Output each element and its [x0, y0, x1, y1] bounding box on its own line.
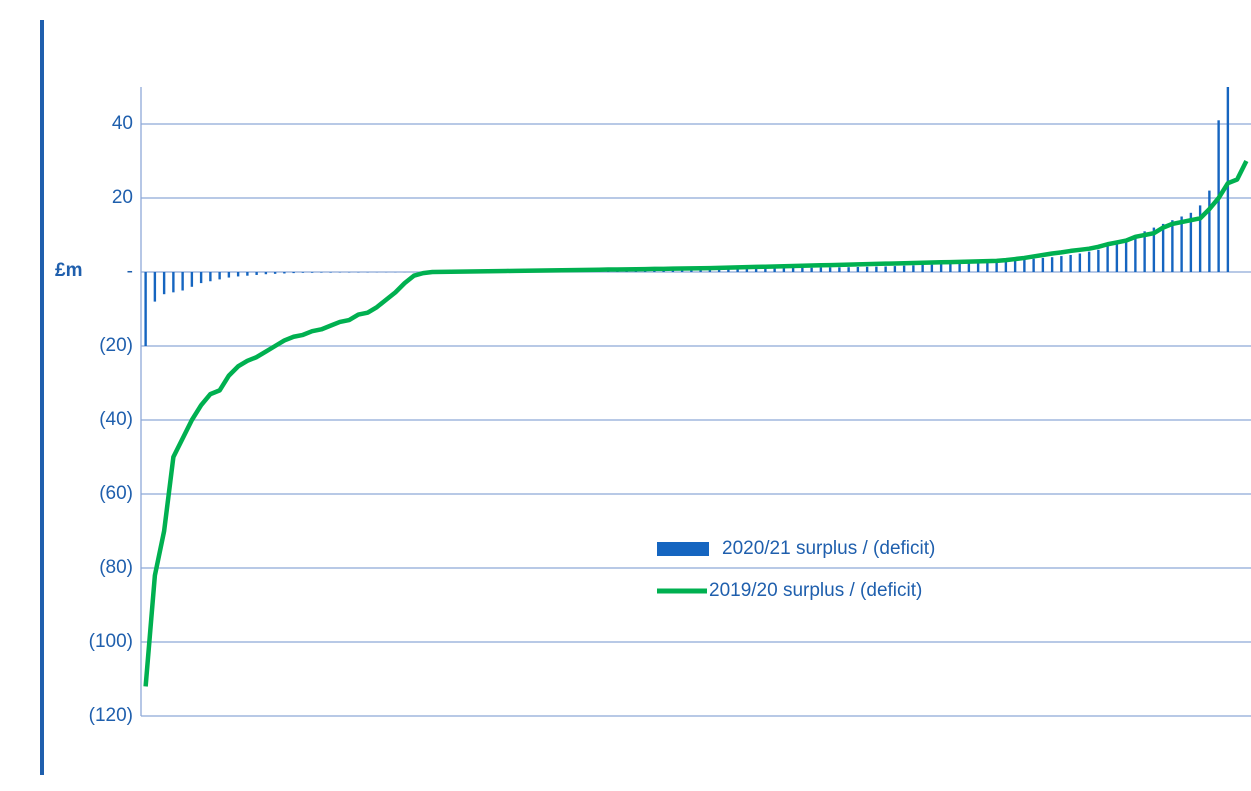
bar — [939, 264, 943, 272]
bar — [828, 267, 832, 272]
bar — [1023, 259, 1026, 272]
bar — [893, 266, 897, 272]
bar — [320, 272, 323, 273]
legend-label: 2020/21 surplus / (deficit) — [722, 538, 935, 559]
bar — [190, 272, 194, 287]
bar — [227, 272, 231, 278]
bar — [153, 272, 157, 302]
bar — [875, 266, 878, 272]
bar — [791, 267, 795, 272]
bar — [708, 269, 712, 272]
bar — [1013, 260, 1017, 272]
y-tick-label: (80) — [99, 557, 133, 578]
bar — [986, 262, 989, 272]
bar — [236, 272, 240, 277]
bar — [1152, 227, 1156, 272]
bar — [754, 268, 758, 272]
bar — [1050, 257, 1054, 272]
bar — [930, 264, 934, 272]
bar — [838, 267, 841, 272]
bar — [976, 262, 980, 272]
bar — [1189, 212, 1193, 272]
bar — [912, 265, 915, 272]
bar — [301, 272, 305, 273]
y-tick-label: (20) — [99, 335, 133, 356]
y-tick-label: (120) — [89, 705, 133, 726]
bar — [801, 267, 804, 272]
y-tick-label: (100) — [89, 631, 133, 652]
bar — [995, 261, 998, 272]
bar — [246, 272, 249, 276]
bar — [773, 268, 776, 272]
y-tick-label: (40) — [99, 409, 133, 430]
bar — [921, 264, 924, 272]
bar — [172, 272, 175, 293]
legend-label: 2019/20 surplus / (deficit) — [709, 580, 922, 601]
y-tick-label: (60) — [99, 483, 133, 504]
bar — [949, 263, 952, 272]
bar — [1087, 251, 1091, 272]
bar — [1069, 254, 1072, 272]
bar — [1226, 87, 1230, 272]
bar — [1060, 256, 1063, 272]
legend-swatch — [657, 542, 709, 556]
plot — [143, 87, 1249, 687]
bar — [1115, 242, 1119, 272]
bar — [310, 272, 314, 273]
y-tick-label: 40 — [112, 113, 133, 134]
bar — [1161, 223, 1165, 272]
bar — [144, 272, 147, 346]
bar — [902, 265, 906, 272]
bar — [884, 266, 887, 272]
bar — [745, 268, 749, 272]
bar — [181, 272, 184, 291]
line — [143, 159, 1249, 687]
bar — [865, 266, 869, 272]
bar — [1124, 238, 1128, 272]
bar — [856, 267, 860, 272]
bar — [329, 272, 332, 273]
y-axis-label: £m — [55, 260, 82, 281]
bar — [782, 268, 786, 272]
bar — [699, 269, 702, 272]
bar — [819, 267, 823, 272]
bar — [264, 272, 268, 275]
bar — [1078, 253, 1082, 272]
bar — [717, 268, 721, 272]
y-tick-label: - — [127, 261, 133, 282]
bar — [810, 267, 813, 272]
bar — [255, 272, 258, 275]
bar — [764, 268, 767, 272]
bar — [1004, 260, 1008, 272]
bar — [736, 268, 739, 272]
y-tick-label: 20 — [112, 187, 133, 208]
bar — [218, 272, 221, 280]
bar — [1097, 249, 1100, 272]
bar — [1198, 205, 1202, 272]
bar — [958, 263, 961, 272]
bar — [727, 268, 730, 272]
bar — [1143, 231, 1146, 272]
bar — [199, 272, 203, 284]
bar — [847, 267, 850, 272]
bar — [1106, 246, 1109, 272]
bar — [1134, 235, 1137, 272]
bar — [1041, 257, 1045, 272]
bar — [967, 263, 971, 272]
bar — [1208, 190, 1211, 272]
bar — [1032, 258, 1035, 272]
bar — [1171, 220, 1174, 272]
bar — [209, 272, 212, 282]
bar — [1180, 216, 1183, 272]
bar — [283, 272, 286, 274]
bar — [292, 272, 295, 274]
bar — [273, 272, 277, 274]
bar — [162, 272, 166, 295]
